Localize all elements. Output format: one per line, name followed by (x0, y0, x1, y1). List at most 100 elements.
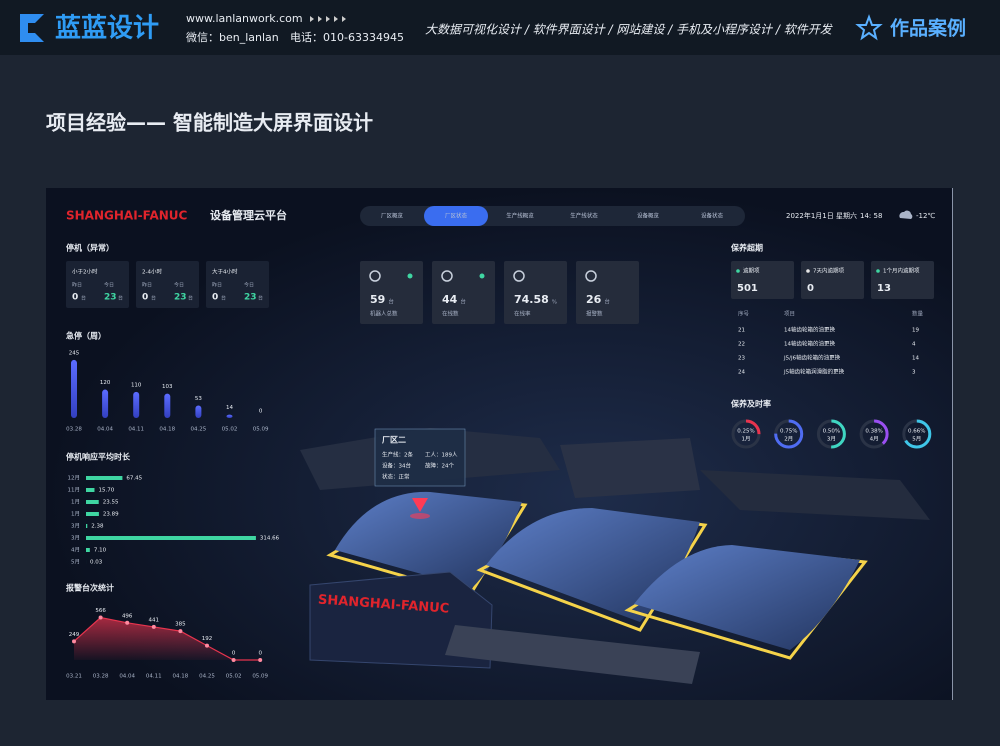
data-label: 496 (122, 613, 133, 619)
data-label: 192 (202, 636, 213, 642)
section-title: 保养超期 (730, 243, 763, 253)
data-label: 0.38% (865, 429, 882, 435)
card-unit: 台 (118, 295, 123, 302)
x-tick-label: 05.02 (226, 674, 242, 680)
table-cell: J5/J6轴齿轮箱的油更换 (783, 354, 841, 362)
x-tick-label: 04.18 (159, 427, 175, 433)
tab[interactable]: 设备状态 (701, 212, 724, 220)
card-sub-label: 昨日 (72, 282, 82, 289)
y-tick-label: 5月 (71, 559, 80, 566)
x-tick-label: 03.28 (66, 427, 82, 433)
ring-label: 1月 (742, 436, 751, 443)
top-bar (0, 0, 1000, 55)
card-sub-label: 今日 (244, 282, 254, 289)
brand: SHANGHAI-FANUC (66, 209, 188, 223)
x-tick-label: 04.18 (173, 674, 189, 680)
ring-label: 4月 (870, 436, 879, 443)
card (66, 261, 129, 308)
x-tick-label: 04.25 (199, 674, 215, 680)
line (73, 616, 261, 661)
popup (374, 428, 466, 487)
site-url[interactable]: www.lanlanwork.com (186, 12, 303, 25)
point (178, 629, 183, 634)
bar (86, 512, 99, 516)
data-label: 441 (149, 617, 160, 623)
tab[interactable]: 生产线概览 (506, 212, 534, 220)
bar (226, 414, 233, 418)
x-tick-label: 05.09 (252, 674, 268, 680)
tab[interactable]: 设备概览 (637, 212, 660, 220)
data-label: 0 (258, 651, 262, 657)
data-label: 120 (100, 380, 111, 386)
ring-label: 2月 (784, 436, 793, 443)
y-tick-label: 1月 (71, 499, 80, 506)
stat-icon (513, 270, 525, 282)
table-cell: 3 (912, 370, 916, 376)
data-label: 23.55 (103, 500, 119, 506)
data-label: 15.70 (98, 488, 114, 494)
marker-base (410, 513, 430, 519)
tab-bar (360, 206, 745, 226)
card-label: 大于4小时 (212, 268, 238, 276)
card-value: 13 (877, 283, 891, 294)
data-label: 245 (69, 350, 80, 356)
logo-icon (20, 14, 44, 42)
data-label: 23.89 (103, 512, 119, 518)
stat-value: 26 (586, 293, 602, 306)
card (206, 261, 269, 308)
time: 14: 58 (860, 212, 882, 220)
section-title: 急停（周） (66, 331, 106, 341)
stat-value: 59 (370, 293, 385, 306)
bar (133, 391, 140, 418)
card-value: 0 (72, 293, 78, 303)
stat-icon (441, 270, 453, 282)
bar (195, 405, 202, 418)
point (151, 624, 156, 629)
nav-links[interactable]: 大数据可视化设计 / 软件界面设计 / 网站建设 / 手机及小程序设计 / 软件… (425, 23, 834, 37)
card (136, 261, 199, 308)
card-label: 7天内逾期项 (813, 267, 844, 275)
popup-row: 工人：189人 (425, 452, 458, 459)
data-label: 0.25% (737, 429, 754, 435)
tab[interactable]: 厂区概览 (381, 212, 404, 220)
bar (164, 393, 171, 418)
table-cell: 19 (912, 328, 919, 334)
stat-unit: 台 (604, 298, 610, 306)
bar (102, 389, 109, 418)
ring (774, 419, 804, 449)
x-tick-label: 03.28 (93, 674, 109, 680)
data-label: 566 (95, 608, 106, 614)
card-label: 小于2小时 (72, 268, 98, 276)
badge[interactable]: 作品案例 (890, 17, 966, 40)
arrows (310, 16, 346, 22)
tab[interactable]: 厂区状态 (445, 212, 468, 220)
data-label: 0.03 (90, 560, 103, 566)
location-marker (412, 498, 428, 512)
card-unit: 台 (221, 295, 226, 302)
card (871, 261, 934, 299)
table-cell: J5轴齿轮箱润滑脂的更换 (783, 368, 845, 376)
hall-roof (634, 545, 860, 650)
x-tick-label: 04.11 (128, 427, 144, 433)
status-dot (407, 273, 413, 279)
wechat: 微信：ben_lanlan (186, 30, 279, 44)
back-building (560, 438, 700, 498)
point (231, 658, 236, 662)
bar (71, 359, 77, 418)
stat-value: 74.58 (514, 293, 549, 306)
status-dot (736, 269, 740, 273)
ring (859, 419, 889, 449)
card-sub-label: 昨日 (142, 282, 152, 289)
card-unit: 台 (188, 295, 193, 302)
point (98, 615, 103, 620)
section-title: 报警台次统计 (66, 583, 114, 593)
tab[interactable]: 生产线状态 (570, 212, 598, 220)
stat-unit: % (552, 300, 557, 306)
popup-row: 故障：24个 (425, 462, 454, 470)
point (205, 643, 209, 648)
popup-title: 厂区二 (382, 436, 406, 445)
stat-card (360, 261, 423, 324)
x-tick-label: 05.02 (222, 427, 238, 433)
platform-name: 设备管理云平台 (210, 208, 287, 222)
x-tick-label: 04.04 (119, 674, 135, 680)
